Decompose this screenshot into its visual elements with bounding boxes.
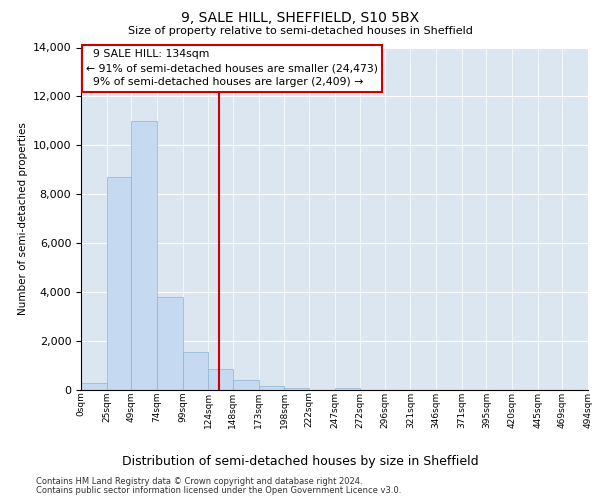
Text: Contains HM Land Registry data © Crown copyright and database right 2024.: Contains HM Land Registry data © Crown c… (36, 477, 362, 486)
Text: 9, SALE HILL, SHEFFIELD, S10 5BX: 9, SALE HILL, SHEFFIELD, S10 5BX (181, 11, 419, 25)
Bar (233, 380, 259, 390)
Bar (208, 369, 233, 390)
Bar (131, 121, 157, 390)
Text: Size of property relative to semi-detached houses in Sheffield: Size of property relative to semi-detach… (128, 26, 472, 36)
Bar (182, 352, 208, 390)
Bar (335, 388, 360, 390)
Text: Contains public sector information licensed under the Open Government Licence v3: Contains public sector information licen… (36, 486, 401, 495)
Y-axis label: Number of semi-detached properties: Number of semi-detached properties (19, 122, 28, 315)
Bar (157, 297, 182, 390)
Text: Distribution of semi-detached houses by size in Sheffield: Distribution of semi-detached houses by … (122, 454, 478, 468)
Bar (284, 388, 309, 390)
Bar (107, 177, 131, 390)
Text: 9 SALE HILL: 134sqm  
← 91% of semi-detached houses are smaller (24,473)
  9% of: 9 SALE HILL: 134sqm ← 91% of semi-detach… (86, 49, 378, 87)
Bar (259, 386, 284, 390)
Bar (81, 382, 107, 390)
